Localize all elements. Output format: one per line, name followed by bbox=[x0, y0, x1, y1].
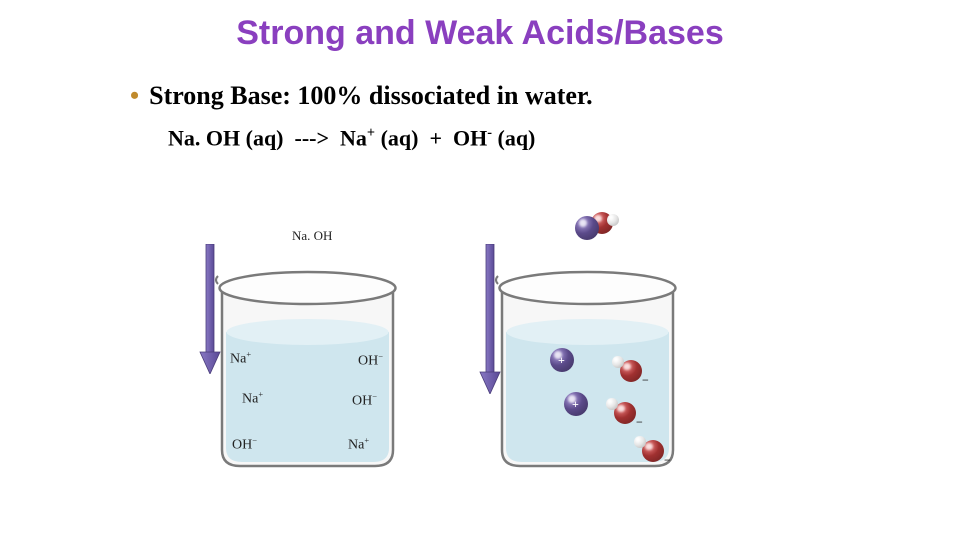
eq-anion-sup: - bbox=[487, 125, 492, 141]
beaker-left: Na. OH Na+OH−Na+OH−OH−Na+ bbox=[210, 240, 405, 470]
diagram-area: Na. OH Na+ OH− Na+ OH− OH− Na+ bbox=[0, 210, 960, 530]
h-particle bbox=[607, 214, 619, 226]
eq-plus: + bbox=[429, 125, 442, 150]
bullet-dot-icon: • bbox=[130, 83, 139, 109]
title-text: Strong and Weak Acids/Bases bbox=[236, 14, 724, 52]
right-arrow-icon bbox=[479, 244, 501, 394]
beaker-right: + + − − − bbox=[490, 240, 685, 470]
charge-label: − bbox=[664, 454, 671, 466]
eq-lhs: Na. OH (aq) bbox=[168, 125, 284, 150]
ion-label: Na+ bbox=[348, 436, 369, 454]
eq-anion: OH bbox=[453, 125, 487, 150]
page-title: Strong and Weak Acids/Bases bbox=[0, 0, 960, 53]
left-top-label: Na. OH bbox=[292, 228, 332, 244]
ion-label: OH− bbox=[358, 352, 383, 370]
eq-arrow: ---> bbox=[295, 125, 330, 150]
eq-cation-state: (aq) bbox=[381, 125, 419, 150]
ion-label: OH− bbox=[232, 436, 257, 454]
eq-cation-sup: + bbox=[367, 125, 375, 141]
bullet-line: • Strong Base: 100% dissociated in water… bbox=[130, 81, 960, 111]
bullet-text: Strong Base: 100% dissociated in water. bbox=[149, 81, 592, 111]
na-ion: + bbox=[564, 392, 588, 416]
ion-label: Na+ bbox=[242, 390, 263, 408]
beaker-right-svg bbox=[490, 240, 685, 470]
charge-label: − bbox=[642, 374, 649, 386]
dissociation-equation: Na. OH (aq) ---> Na+ (aq) + OH- (aq) bbox=[168, 125, 960, 151]
eq-anion-state: (aq) bbox=[498, 125, 536, 150]
na-ion: + bbox=[550, 348, 574, 372]
charge-label: + bbox=[558, 354, 565, 366]
ion-label: OH− bbox=[352, 392, 377, 410]
naoh-cluster bbox=[575, 212, 625, 242]
ion-label: Na+ bbox=[230, 350, 251, 368]
charge-label: − bbox=[636, 416, 643, 428]
left-arrow-icon bbox=[199, 244, 221, 374]
na-particle bbox=[575, 216, 599, 240]
charge-label: + bbox=[572, 398, 579, 410]
eq-cation: Na bbox=[340, 125, 367, 150]
